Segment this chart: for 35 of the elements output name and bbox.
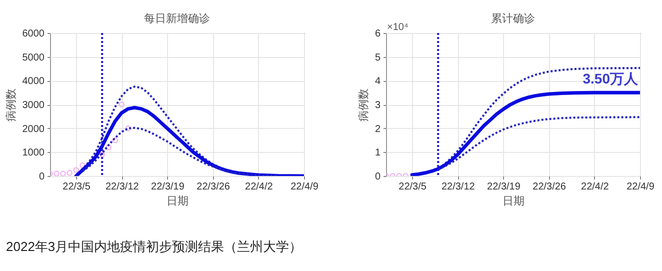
x-tick-label: 22/3/26 — [196, 182, 230, 192]
x-tick-label: 22/4/2 — [245, 182, 274, 192]
y-tick-label: 6 — [374, 28, 381, 40]
x-tick-label: 22/4/9 — [626, 182, 655, 192]
x-tick-label: 22/3/12 — [441, 182, 476, 192]
y-tick-label: 2 — [374, 124, 381, 135]
text: ×10⁴ — [387, 22, 408, 33]
x-tick-label: 22/3/19 — [151, 182, 185, 192]
y-tick-label: 1000 — [22, 148, 45, 159]
y-tick-label: 1 — [374, 148, 381, 159]
x-axis-title: 日期 — [502, 196, 524, 208]
y-axis-title: 病例数 — [4, 88, 18, 122]
x-tick-label: 22/3/5 — [398, 182, 427, 192]
y-tick-label: 0 — [374, 172, 381, 182]
x-tick-label: 22/3/19 — [487, 182, 521, 192]
y-tick-label: 3 — [374, 100, 381, 111]
y-tick-label: 3000 — [22, 100, 45, 111]
y-tick-label: 5000 — [22, 52, 45, 64]
x-tick-label: 22/4/2 — [581, 182, 610, 192]
chart-title: 每日新增确诊 — [144, 12, 210, 25]
text: 2022年3月中国内地疫情初步预测结果（兰州大学） — [6, 238, 302, 256]
y-axis-title: 病例数 — [356, 88, 370, 122]
annotation: 3.50万人 — [582, 70, 639, 87]
y-tick-label: 2000 — [22, 124, 45, 135]
y-tick-label: 6000 — [22, 28, 45, 40]
y-tick-label: 0 — [38, 172, 45, 182]
x-tick-label: 22/3/5 — [62, 182, 91, 192]
y-tick-label: 4000 — [22, 76, 45, 88]
y-tick-label: 5 — [374, 52, 381, 64]
y-tick-label: 4 — [374, 76, 381, 88]
x-tick-label: 22/3/26 — [532, 182, 566, 192]
x-axis-title: 日期 — [166, 196, 188, 208]
x-tick-label: 22/4/9 — [290, 182, 319, 192]
x-tick-label: 22/3/12 — [105, 182, 140, 192]
chart-title: 累计确诊 — [491, 12, 535, 25]
